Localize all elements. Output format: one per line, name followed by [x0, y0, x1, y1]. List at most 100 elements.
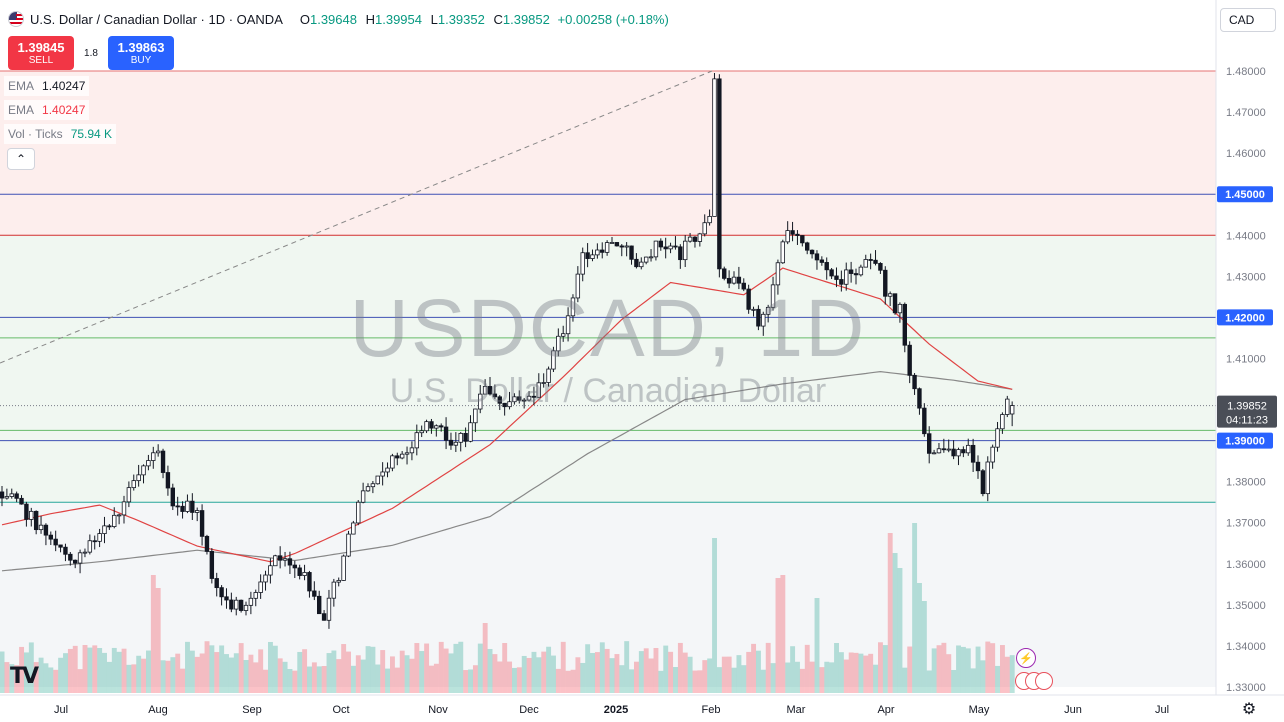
volume-bar — [697, 670, 703, 693]
candle — [429, 418, 434, 434]
volume-bar — [638, 651, 644, 693]
volume-bar — [380, 650, 386, 693]
indicator-ema-1[interactable]: EMA 1.40247 — [4, 76, 90, 96]
volume-bar — [590, 652, 595, 693]
time-tick-label: 2025 — [604, 704, 628, 716]
volume-bar — [150, 575, 156, 693]
indicator-ema-2[interactable]: EMA 1.40247 — [4, 100, 90, 120]
candle — [219, 585, 224, 606]
volume-bar — [946, 654, 952, 693]
candle — [0, 485, 5, 507]
candle-body — [848, 269, 854, 274]
candle-body — [126, 487, 132, 503]
volume-bar — [360, 659, 366, 693]
buy-button[interactable]: 1.39863 BUY — [108, 36, 174, 70]
volume-bar — [648, 658, 654, 693]
candle — [395, 452, 400, 466]
volume-bar — [687, 656, 693, 693]
volume-bar — [682, 652, 688, 693]
candle — [834, 267, 839, 288]
candle-body — [82, 551, 88, 554]
volume-bar — [619, 665, 625, 693]
candle — [887, 291, 893, 306]
candle-body — [0, 491, 5, 499]
candle — [146, 454, 151, 471]
candle — [360, 482, 366, 504]
volume-bar — [624, 641, 630, 693]
candle — [756, 305, 761, 331]
candle-body — [580, 252, 585, 275]
candle — [683, 235, 688, 268]
level-price-label: 1.45000 — [1225, 189, 1265, 201]
flag-icon[interactable] — [8, 11, 24, 27]
candle — [639, 257, 644, 270]
candle — [307, 570, 312, 598]
candle-body — [77, 552, 83, 564]
collapse-indicators-button[interactable]: ⌃ — [7, 148, 35, 170]
candle — [390, 453, 395, 472]
candle — [116, 513, 122, 525]
volume-bar — [33, 662, 39, 693]
candle — [775, 259, 781, 295]
candle-body — [702, 222, 707, 235]
candle — [580, 247, 585, 282]
candle-body — [717, 78, 722, 270]
volume-bar — [673, 666, 678, 693]
candle-body — [121, 501, 127, 516]
volume-bar — [521, 655, 527, 693]
candle — [229, 592, 234, 613]
event-flag-icon[interactable] — [1035, 672, 1053, 690]
candle — [238, 599, 244, 613]
volume-bar — [526, 657, 532, 693]
volume-bar — [443, 648, 449, 693]
candle — [356, 500, 361, 526]
candle-body — [482, 386, 488, 395]
indicator-volume[interactable]: Vol · Ticks 75.94 K — [4, 124, 117, 144]
settings-icon[interactable]: ⚙ — [1241, 701, 1257, 718]
volume-bar — [858, 653, 864, 693]
candle — [512, 393, 517, 405]
indicator-value: 1.40247 — [42, 103, 86, 117]
sell-label: SELL — [28, 55, 54, 66]
candle-body — [258, 581, 263, 593]
candle-body — [731, 276, 737, 284]
lightning-icon[interactable]: ⚡ — [1016, 648, 1036, 668]
candle — [751, 306, 756, 317]
candle — [1009, 401, 1015, 427]
candle — [414, 424, 419, 456]
candle — [814, 250, 820, 270]
candle-body — [629, 245, 634, 260]
tradingview-logo[interactable]: TV — [10, 664, 39, 689]
volume-bar — [1004, 656, 1010, 693]
candle — [87, 534, 93, 555]
candle — [458, 432, 463, 452]
volume-bar — [287, 669, 293, 693]
volume-bar — [258, 649, 264, 693]
candle-body — [116, 514, 122, 517]
currency-button[interactable]: CAD — [1220, 8, 1276, 32]
sell-button[interactable]: 1.39845 SELL — [8, 36, 74, 70]
candle-body — [526, 395, 532, 401]
candle-body — [756, 308, 761, 327]
candle — [53, 530, 58, 552]
indicator-value: 75.94 K — [70, 127, 113, 141]
candle-body — [614, 242, 620, 247]
candle-body — [775, 262, 781, 286]
candle-body — [590, 254, 595, 259]
candle — [946, 439, 951, 453]
volume-bar — [43, 663, 49, 693]
price-tick-label: 1.41000 — [1226, 353, 1266, 365]
symbol-title[interactable]: U.S. Dollar / Canadian Dollar · 1D · OAN… — [30, 11, 283, 27]
volume-bar — [346, 651, 351, 693]
candle-body — [29, 510, 34, 520]
candle-body — [800, 235, 805, 244]
candle — [312, 581, 317, 601]
candle — [473, 408, 478, 433]
buy-label: BUY — [130, 55, 152, 66]
candle — [975, 455, 981, 479]
candle-body — [970, 444, 976, 463]
candle — [819, 256, 825, 266]
candle-body — [87, 540, 93, 553]
candle-body — [282, 558, 288, 561]
